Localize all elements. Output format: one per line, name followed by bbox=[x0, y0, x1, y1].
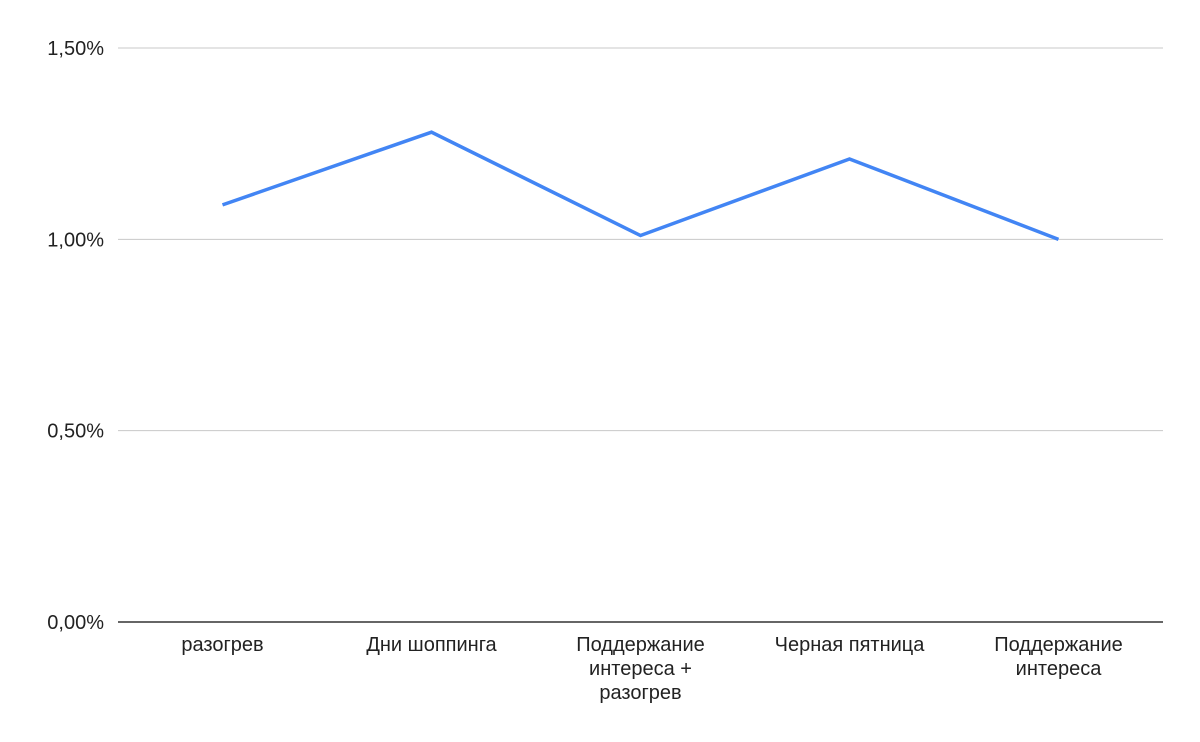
x-category-label: Поддержание интереса bbox=[994, 634, 1123, 680]
y-axis-tick-labels: 0,00% 0,50% 1,00% 1,50% bbox=[47, 38, 104, 634]
series-line bbox=[221, 130, 1060, 241]
x-category-label: Дни шоппинга bbox=[366, 634, 497, 656]
x-category-label: разогрев bbox=[181, 634, 263, 656]
x-category-label: Черная пятница bbox=[775, 634, 926, 656]
gridlines bbox=[118, 47, 1163, 432]
y-tick-label: 1,50% bbox=[47, 38, 104, 60]
y-tick-label: 1,00% bbox=[47, 229, 104, 251]
y-tick-label: 0,00% bbox=[47, 612, 104, 634]
x-category-label: Поддержание интереса + разогрев bbox=[576, 634, 705, 704]
series-lines bbox=[221, 130, 1060, 241]
x-axis-category-labels: разогрев Дни шоппинга Поддержание интереса … bbox=[181, 634, 1122, 704]
y-tick-label: 0,50% bbox=[47, 421, 104, 443]
